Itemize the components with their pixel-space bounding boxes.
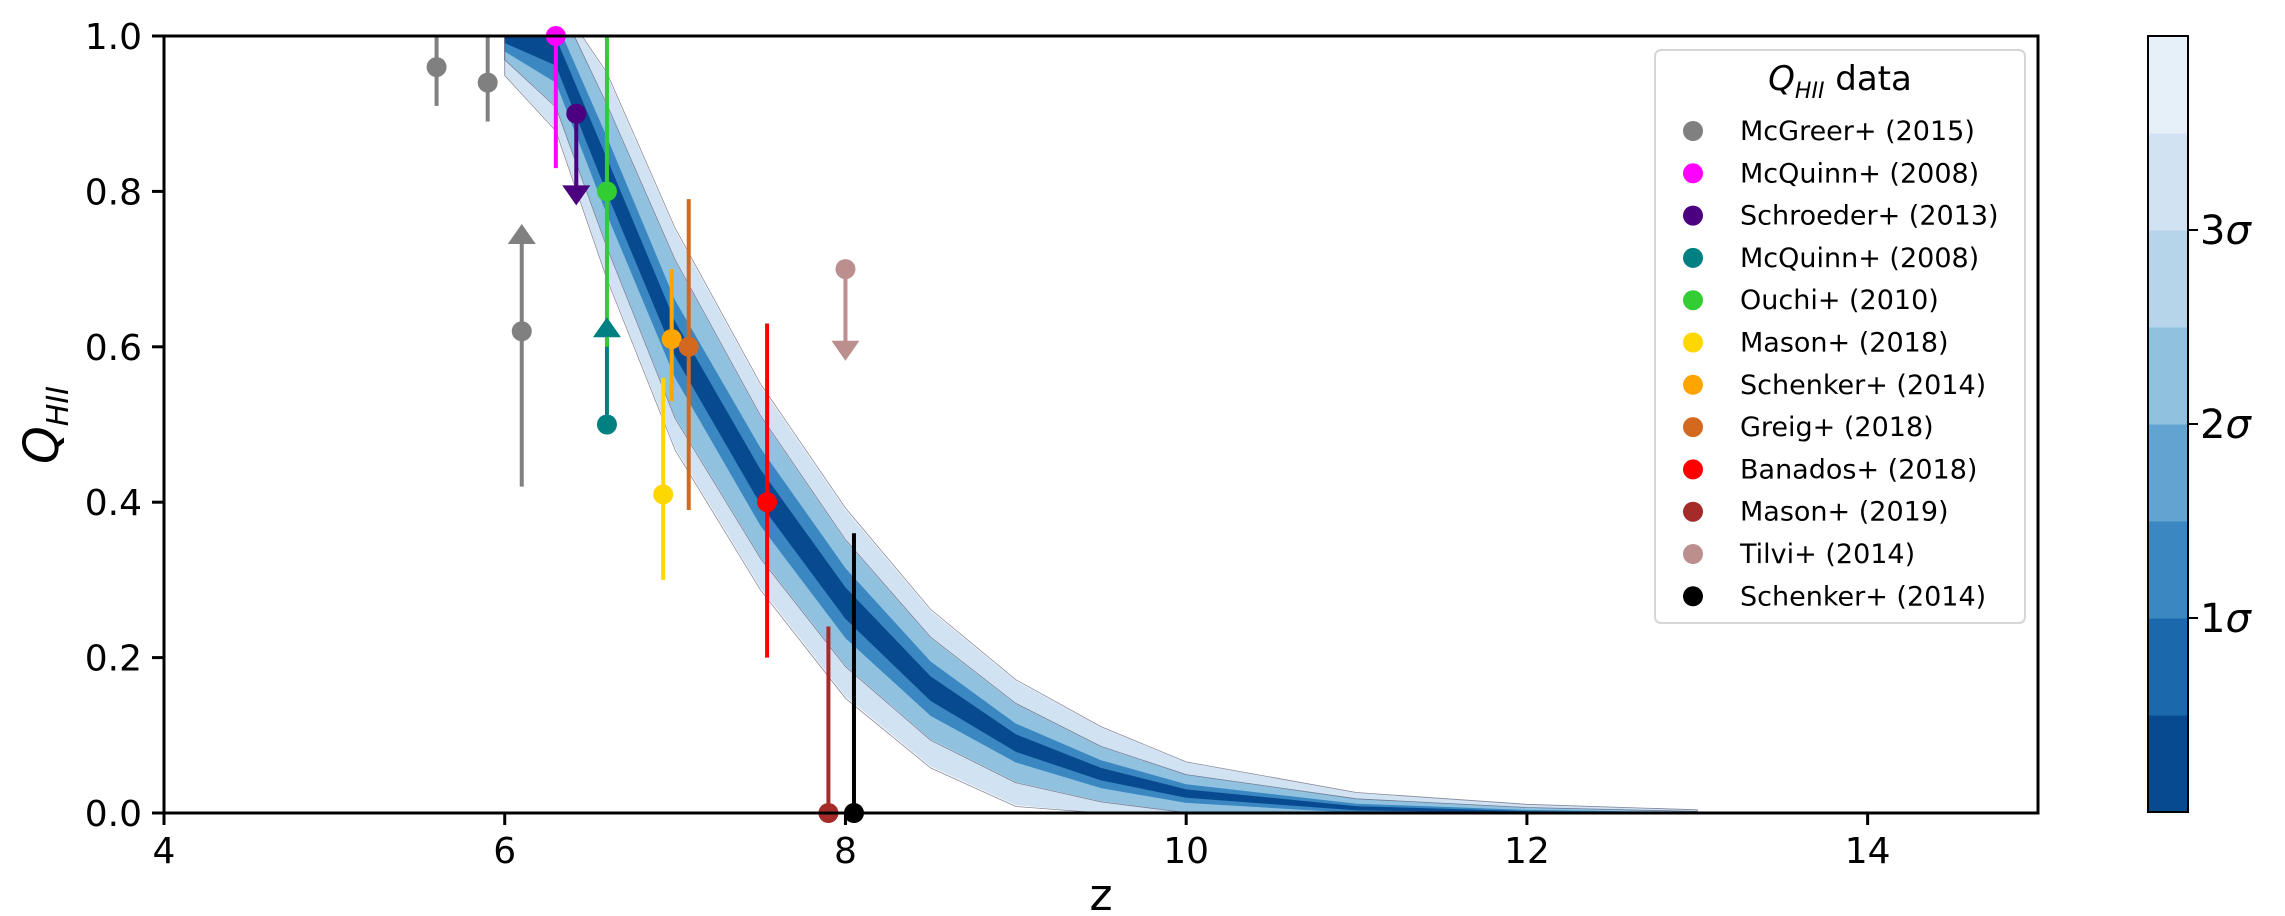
legend-marker-6	[1683, 374, 1703, 395]
data-point-5-0	[653, 484, 674, 505]
colorbar-label-sigma-1: σ	[2225, 402, 2252, 448]
colorbar-segment-5	[2148, 230, 2188, 328]
legend-label-9: Mason+ (2019)	[1740, 497, 1949, 528]
colorbar-label-num-1: 2	[2200, 402, 2225, 448]
y-tick-label-4: 0.8	[85, 172, 142, 213]
colorbar-segment-7	[2148, 36, 2188, 134]
legend-marker-3	[1683, 247, 1703, 268]
legend-label-10: Tilvi+ (2014)	[1739, 539, 1915, 570]
y-tick-label-5: 1.0	[85, 17, 142, 58]
y-tick-label-3: 0.6	[85, 328, 142, 369]
x-tick-label-3: 10	[1163, 831, 1209, 872]
data-point-4-0	[596, 181, 617, 202]
y-axis-ticks: 0.0 0.2 0.4 0.6 0.8 1.0	[85, 17, 164, 835]
legend-label-11: Schenker+ (2014)	[1740, 581, 1986, 612]
legend-title-sub: HII	[1795, 79, 1825, 104]
legend-label-3: McQuinn+ (2008)	[1740, 243, 1979, 274]
band-sigma3	[504, 36, 1698, 813]
upper-limit-arrow-2-0	[562, 185, 591, 206]
data-point-0-1	[477, 72, 498, 93]
legend-marker-0	[1683, 121, 1703, 141]
colorbar-label-1: 2σ	[2200, 402, 2252, 448]
colorbar-label-sigma-2: σ	[2225, 208, 2252, 254]
band-sigma2	[504, 36, 1698, 813]
lower-limit-arrow-0-2	[507, 224, 536, 245]
data-point-10-0	[835, 259, 856, 280]
lower-limit-arrow-3-0	[592, 317, 621, 338]
legend-label-4: Ouchi+ (2010)	[1740, 285, 1939, 316]
data-point-7-0	[678, 336, 699, 357]
colorbar-label-0: 1σ	[2200, 596, 2252, 642]
legend-marker-9	[1683, 501, 1703, 522]
legend-label-6: Schenker+ (2014)	[1740, 370, 1986, 401]
colorbar-segment-4	[2148, 327, 2188, 425]
x-tick-label-0: 4	[153, 831, 176, 872]
data-point-0-0	[426, 57, 447, 78]
colorbar-segment-3	[2148, 424, 2188, 522]
colorbar-segment-6	[2148, 133, 2188, 231]
data-markers	[426, 26, 864, 823]
upper-limit-arrow-10-0	[831, 340, 860, 361]
legend-label-1: McQuinn+ (2008)	[1740, 158, 1979, 189]
y-tick-label-2: 0.4	[85, 483, 142, 524]
colorbar-label-2: 3σ	[2200, 208, 2252, 254]
x-tick-label-4: 12	[1504, 831, 1550, 872]
x-tick-label-2: 8	[834, 831, 857, 872]
data-point-2-0	[566, 103, 587, 124]
x-tick-label-5: 14	[1845, 831, 1891, 872]
legend-marker-7	[1683, 417, 1703, 438]
legend-marker-10	[1683, 544, 1703, 564]
legend-title: QHII data	[1768, 59, 1912, 104]
legend-marker-2	[1683, 205, 1703, 226]
legend-marker-8	[1683, 459, 1703, 480]
legend-title-suffix: data	[1824, 59, 1911, 99]
legend-marker-4	[1683, 290, 1703, 311]
data-point-6-0	[661, 329, 682, 350]
data-point-3-0	[596, 414, 617, 435]
legend: QHII data McGreer+ (2015) McQuinn+ (2008)…	[1654, 49, 2026, 624]
plot-frame	[162, 34, 2040, 815]
y-axis-label-sub: HII	[41, 386, 76, 426]
x-axis-label: z	[1089, 870, 1112, 916]
data-point-8-0	[757, 492, 778, 513]
legend-items: McGreer+ (2015) McQuinn+ (2008) Schroeder+…	[1683, 116, 1999, 612]
x-tick-label-1: 6	[493, 831, 516, 872]
legend-marker-1	[1683, 163, 1703, 184]
y-axis-label-main: Q	[14, 426, 70, 464]
colorbar-label-num-2: 3	[2200, 208, 2225, 254]
band-sigma1	[504, 36, 1698, 813]
colorbar-segment-1	[2148, 618, 2188, 716]
error-bars	[434, 36, 856, 813]
band-contour-1	[504, 36, 1698, 813]
colorbar-label-num-0: 1	[2200, 596, 2225, 642]
colorbar-label-sigma-0: σ	[2225, 596, 2252, 642]
colorbar-segment-0	[2148, 715, 2188, 813]
band-contour-2	[504, 36, 1698, 813]
data-point-0-2	[511, 321, 532, 342]
x-axis-ticks: 4 6 8 10 12 14	[153, 813, 1891, 872]
legend-box	[1654, 49, 2026, 624]
legend-title-q: Q	[1768, 59, 1795, 99]
legend-marker-11	[1683, 586, 1703, 607]
legend-label-2: Schroeder+ (2013)	[1740, 201, 1999, 232]
y-tick-label-0: 0.0	[85, 794, 142, 835]
legend-label-5: Mason+ (2018)	[1740, 328, 1949, 359]
colorbar-segment-2	[2148, 521, 2188, 619]
legend-label-8: Banados+ (2018)	[1740, 454, 1977, 485]
posterior-band	[504, 36, 1698, 813]
legend-label-7: Greig+ (2018)	[1740, 412, 1934, 443]
legend-label-0: McGreer+ (2015)	[1740, 116, 1975, 147]
legend-marker-5	[1683, 332, 1703, 353]
y-tick-label-1: 0.2	[85, 639, 142, 680]
y-axis-label: QHII	[14, 386, 76, 464]
